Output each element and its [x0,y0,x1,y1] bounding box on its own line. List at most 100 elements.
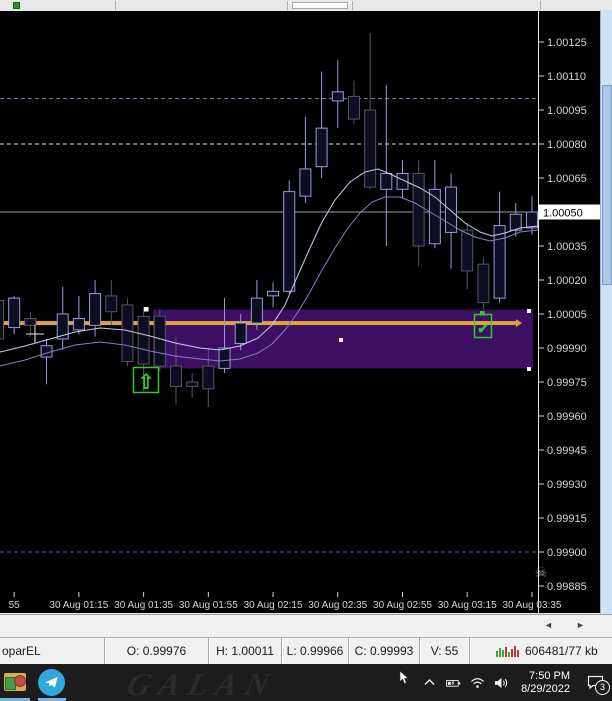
current-price-label: 1.00050 [543,208,583,220]
y-axis-label: 1.00095 [547,105,587,117]
y-axis-label: 0.99960 [547,411,587,423]
traffic-bar [508,652,510,657]
status-bar: oparEL O: 0.99976 H: 1.00011 L: 0.99966 … [0,638,612,664]
taskbar-active-indicator [0,698,30,701]
toolbar-separator [287,1,288,10]
taskbar-active-indicator [38,698,66,701]
scroll-left-arrow-icon[interactable]: ◄ [544,620,553,630]
taskbar-app-telegram[interactable] [36,667,66,697]
y-axis-label: 0.99975 [547,377,587,389]
candle-up-03:10 [445,186,458,233]
x-axis-label: 55 [9,600,21,611]
zone-handle[interactable] [527,309,531,313]
chart-plot[interactable]: ⇧ ✔ ☠ 1.00125 1.00110 1.00095 1.00080 1.00065 1.… [0,0,612,616]
vertical-scrollbar-thumb[interactable] [602,85,612,285]
marker-handle[interactable] [480,311,485,316]
status-symbol-cell: oparEL [0,638,105,664]
zone-handle[interactable] [527,367,531,371]
marker-handle[interactable] [144,307,149,312]
desktop-watermark: GALAN [123,666,282,701]
taskbar-clock[interactable]: 7:50 PM 8/29/2022 [518,670,573,696]
x-axis-label: 30 Aug 01:35 [114,600,173,611]
ma-slow-line [0,196,539,367]
taskbar: GALAN [0,664,612,701]
y-axis-label: 1.00065 [547,173,587,185]
x-axis-label: 30 Aug 01:55 [179,600,238,611]
trendline-arrowhead [516,319,522,328]
candle-up-01:10 [56,313,69,340]
taskbar-app-file-manager[interactable] [0,667,30,697]
zone-handle[interactable] [339,338,343,342]
y-axis-label: 1.00125 [547,37,587,49]
candle-down-03:00 [412,172,425,247]
hidden-icons-chevron-icon[interactable] [422,675,437,690]
marker-check-icon: ✔ [477,321,489,337]
y-axis-label: 0.99915 [547,513,587,525]
skull-icon: ☠ [535,564,548,580]
traffic-bar [505,647,507,657]
candle-up-02:05 [234,322,247,344]
battery-icon[interactable] [446,675,461,690]
traffic-bar [514,646,516,657]
status-traffic-cell: 606481/77 kb [470,638,612,664]
toolbar-separator [115,1,116,10]
traffic-text: 606481/77 kb [525,644,598,658]
toolbar-dropdown-edge[interactable] [292,2,348,9]
candle-down-01:35 [137,315,150,365]
candle-up-01:15 [72,318,85,331]
y-axis-label: 0.99900 [547,547,587,559]
notification-badge: 3 [595,679,610,695]
candle-up-02:25 [299,168,312,197]
current-price-box [539,204,600,220]
candle-up-02:20 [283,191,296,292]
candle-down-01:30 [121,304,134,363]
traffic-bar [511,649,513,657]
candle-up-03:05 [428,188,441,245]
candle-up-02:10 [250,297,263,324]
candle-down-01:25 [105,295,118,313]
toolbar-sliver [0,0,612,10]
candle-up-03:25 [493,225,506,299]
action-center-button[interactable]: 3 [582,670,610,696]
toolbar-separator [352,1,353,10]
candle-up-02:55 [396,172,409,190]
candle-down-00:50 [0,299,4,340]
toolbar-separator [540,1,541,10]
x-axis-label: 30 Aug 02:15 [244,600,303,611]
y-axis-label: 0.99930 [547,479,587,491]
wifi-icon[interactable] [470,675,485,690]
candle-up-03:30 [509,213,522,231]
candle-down-02:40 [347,95,360,120]
traffic-bar [502,650,504,657]
clock-date: 8/29/2022 [521,682,570,695]
candle-up-02:15 [267,290,280,297]
notification-icon [587,675,603,690]
file-manager-icon [4,673,26,691]
status-high-cell: H: 1.00011 [209,638,282,664]
x-axis-label: 30 Aug 03:15 [438,600,497,611]
volume-icon[interactable] [494,675,509,690]
marker-arrow-up-box[interactable] [132,366,160,394]
y-axis-label: 0.99945 [547,445,587,457]
candle-down-02:45 [364,109,377,188]
marker-arrow-up-icon: ⇧ [138,372,155,394]
candle-up-02:30 [315,127,328,168]
scroll-right-arrow-icon[interactable]: ► [576,620,585,630]
traffic-histogram-icon [496,645,519,657]
vertical-scrollbar[interactable] [600,10,612,616]
toolbar-green-icon[interactable] [13,2,20,9]
candle-up-02:00 [218,347,231,369]
traffic-bar [517,650,519,657]
x-axis-label: 30 Aug 02:55 [373,600,432,611]
status-close-cell: C: 0.99993 [349,638,420,664]
y-axis-label: 1.00020 [547,275,587,287]
candle-up-00:55 [8,297,21,329]
traffic-bar [496,651,498,657]
candle-down-03:15 [461,229,474,272]
y-axis-label: 1.00110 [547,71,586,83]
mouse-cursor [399,671,409,684]
horizontal-scroll-strip: ◄ ► [0,614,612,638]
candle-up-03:35 [525,211,538,229]
candle-down-01:40 [153,315,166,367]
